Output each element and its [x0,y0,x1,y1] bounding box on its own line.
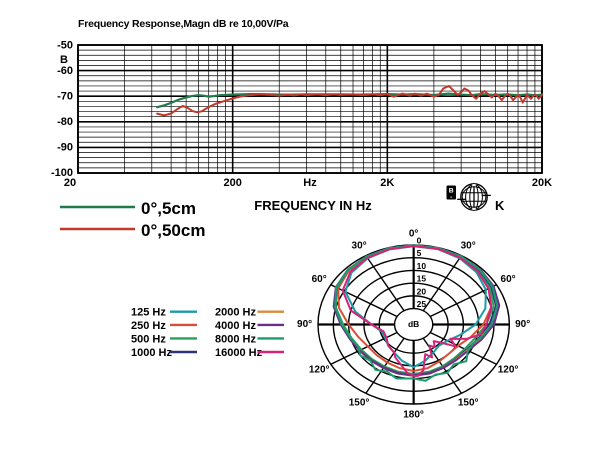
svg-text:-: - [450,194,452,201]
svg-text:200: 200 [224,177,242,189]
svg-text:20: 20 [64,177,76,189]
svg-text:20K: 20K [532,177,552,189]
svg-text:dB: dB [408,319,419,329]
svg-text:-80: -80 [57,116,73,128]
svg-text:150°: 150° [349,398,370,409]
svg-text:5: 5 [417,248,422,258]
svg-text:0°,5cm: 0°,5cm [141,199,196,218]
svg-text:FREQUENCY IN Hz: FREQUENCY IN Hz [254,198,372,213]
svg-text:16000 Hz: 16000 Hz [215,347,263,359]
svg-text:Hz: Hz [303,177,317,189]
svg-text:60°: 60° [312,274,327,285]
svg-text:15: 15 [417,274,427,284]
svg-text:250 Hz: 250 Hz [131,320,166,332]
svg-text:4000 Hz: 4000 Hz [215,320,256,332]
svg-text:0: 0 [417,236,422,246]
svg-text:25: 25 [417,299,427,309]
svg-text:90°: 90° [297,319,312,330]
svg-text:20: 20 [417,286,427,296]
svg-text:-60: -60 [57,65,73,77]
svg-text:1000 Hz: 1000 Hz [131,347,172,359]
svg-text:-90: -90 [57,142,73,154]
svg-text:2K: 2K [380,177,394,189]
svg-text:Frequency Response,Magn dB re: Frequency Response,Magn dB re 10,00V/Pa [78,18,289,30]
svg-text:30°: 30° [461,241,476,252]
svg-text:K: K [495,198,505,213]
svg-text:125 Hz: 125 Hz [131,307,166,319]
svg-text:120°: 120° [309,364,330,375]
svg-text:500 Hz: 500 Hz [131,333,166,345]
svg-text:90°: 90° [515,319,530,330]
svg-text:B: B [60,54,68,66]
svg-text:-50: -50 [57,40,73,52]
svg-text:30°: 30° [352,241,367,252]
svg-text:10: 10 [417,261,427,271]
svg-text:60°: 60° [501,274,516,285]
svg-text:0°,50cm: 0°,50cm [141,221,205,240]
svg-text:2000 Hz: 2000 Hz [215,307,256,319]
svg-text:150°: 150° [458,398,479,409]
svg-text:-70: -70 [57,91,73,103]
svg-text:8000 Hz: 8000 Hz [215,333,256,345]
svg-text:120°: 120° [498,364,519,375]
svg-text:180°: 180° [403,410,424,421]
